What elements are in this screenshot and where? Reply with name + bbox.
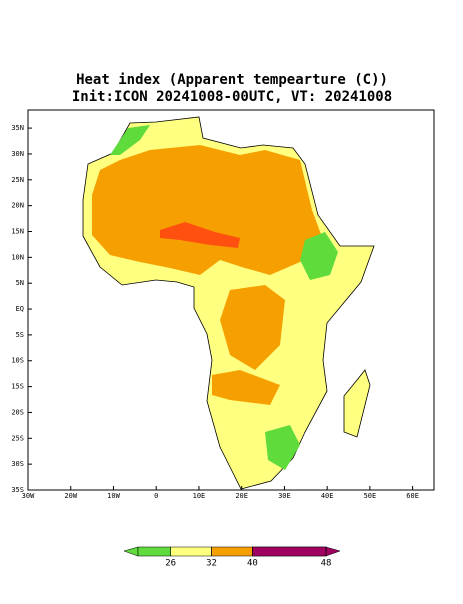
cool-south — [265, 425, 300, 470]
title-line: Init:ICON 20241008-00UTC, VT: 20241008 — [72, 89, 392, 105]
colorbar-label: 32 — [206, 559, 217, 569]
colorbar-label: 48 — [321, 559, 332, 569]
y-tick-label: 35S — [11, 486, 24, 494]
central-hot — [220, 285, 285, 370]
y-tick-label: EQ — [16, 305, 24, 313]
y-tick-label: 15N — [11, 227, 24, 235]
y-tick-label: 15S — [11, 383, 24, 391]
madagascar — [343, 369, 371, 438]
y-tick-label: 35N — [11, 124, 24, 132]
y-tick-label: 30N — [11, 150, 24, 158]
x-tick-label: 30W — [22, 492, 35, 500]
title-line: Heat index (Apparent tempearture (C)) — [76, 72, 388, 88]
x-tick-label: 20W — [64, 492, 77, 500]
x-tick-label: 30E — [278, 492, 291, 500]
x-tick-label: 20E — [235, 492, 248, 500]
colorbar-low — [123, 546, 139, 557]
y-tick-label: 5S — [16, 331, 24, 339]
colorbar-segment — [252, 546, 327, 557]
colorbar-segment — [211, 546, 253, 557]
colorbar-label: 40 — [247, 559, 258, 569]
y-tick-label: 10N — [11, 253, 24, 261]
cool-highlands — [300, 232, 338, 280]
x-tick-label: 10E — [193, 492, 206, 500]
cool-north — [110, 125, 150, 155]
y-tick-label: 20N — [11, 202, 24, 210]
south-hot — [212, 370, 280, 405]
map-frame — [27, 109, 435, 491]
sahara-hot — [92, 145, 325, 275]
y-tick-label: 10S — [11, 357, 24, 365]
land — [82, 116, 375, 490]
colorbar-label: 26 — [165, 559, 176, 569]
colorbar-segment — [137, 546, 171, 557]
x-tick-label: 10W — [107, 492, 120, 500]
y-tick-label: 20S — [11, 408, 24, 416]
y-tick-label: 25N — [11, 176, 24, 184]
very-hot — [160, 222, 240, 248]
colorbar-segment — [170, 546, 212, 557]
x-tick-label: 0 — [154, 492, 158, 500]
y-tick-label: 5N — [16, 279, 24, 287]
x-tick-label: 50E — [364, 492, 377, 500]
y-tick-label: 30S — [11, 460, 24, 468]
x-tick-label: 60E — [406, 492, 419, 500]
colorbar-high — [325, 546, 341, 557]
x-tick-label: 40E — [321, 492, 334, 500]
y-tick-label: 25S — [11, 434, 24, 442]
